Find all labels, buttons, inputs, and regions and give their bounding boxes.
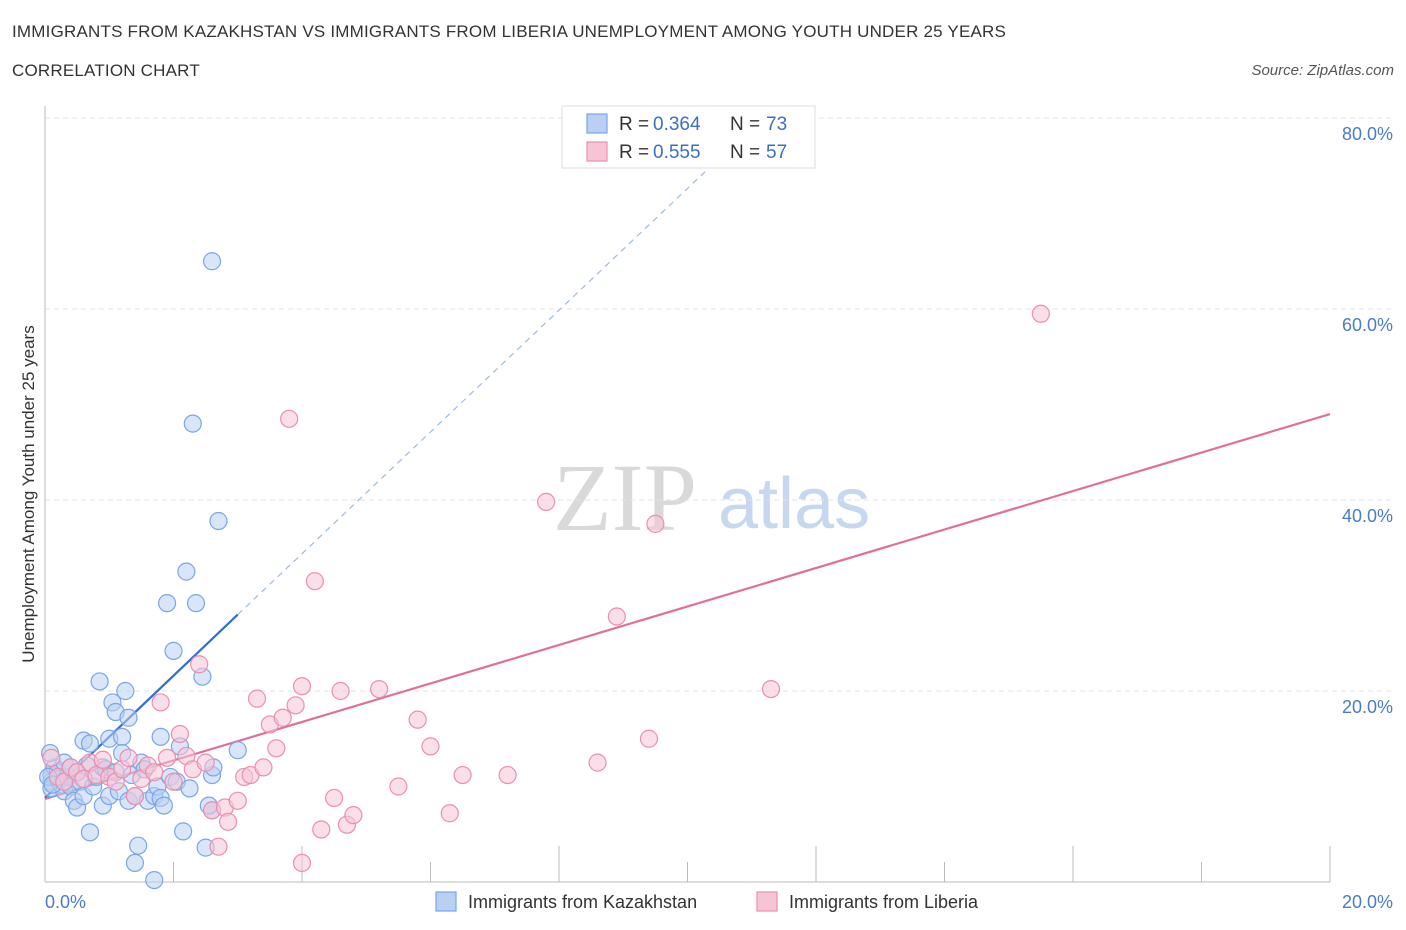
point-liberia (119, 748, 138, 767)
point-liberia (440, 804, 459, 823)
point-liberia (170, 724, 190, 744)
point-kazakhstan (186, 594, 206, 613)
point-liberia (247, 689, 267, 708)
point-liberia (325, 788, 344, 808)
point-liberia (286, 696, 305, 715)
point-liberia (421, 737, 440, 756)
point-liberia (196, 753, 215, 772)
legend-r-value-liberia: 0.555 (653, 142, 701, 163)
point-liberia (292, 677, 312, 696)
chart-title: IMMIGRANTS FROM KAZAKHSTAN VS IMMIGRANTS… (12, 22, 1007, 41)
tick-labels: 20.0% 40.0% 60.0% 80.0% 0.0% 20.0% (45, 124, 1393, 912)
y-tick-label: 60.0% (1342, 315, 1393, 335)
point-liberia (164, 772, 183, 791)
point-liberia (292, 853, 312, 873)
point-liberia (151, 693, 170, 712)
y-tick-label: 80.0% (1342, 124, 1393, 144)
series-legend-swatch-liberia (756, 891, 778, 912)
point-kazakhstan (174, 822, 193, 841)
point-liberia (453, 765, 472, 785)
series-legend-swatch-kazakhstan (435, 891, 457, 912)
point-liberia (157, 748, 177, 767)
point-kazakhstan (209, 511, 228, 531)
point-kazakhstan (125, 853, 145, 873)
point-liberia (125, 786, 145, 806)
legend-n-label-kazakhstan: N = (730, 114, 760, 135)
legend-n-value-liberia: 57 (766, 142, 787, 163)
legend-n-value-kazakhstan: 73 (766, 114, 787, 135)
y-axis-label: Unemployment Among Youth under 25 years (19, 325, 38, 662)
watermark-zip: ZIP (553, 444, 697, 551)
x-tick-label: 0.0% (45, 892, 86, 912)
point-liberia (228, 791, 247, 810)
series-legend: Immigrants from Kazakhstan Immigrants fr… (435, 891, 979, 912)
point-liberia (267, 739, 286, 758)
point-liberia (537, 492, 556, 512)
point-liberia (219, 812, 238, 831)
legend-swatch-liberia (586, 141, 608, 162)
point-kazakhstan (80, 734, 100, 753)
point-kazakhstan (180, 779, 199, 798)
point-liberia (761, 679, 781, 699)
legend-n-label-liberia: N = (730, 142, 760, 163)
point-liberia (312, 820, 331, 839)
point-liberia (254, 758, 273, 777)
point-kazakhstan (90, 672, 109, 691)
point-liberia (607, 607, 626, 626)
point-kazakhstan (119, 708, 138, 727)
y-tick-label: 20.0% (1342, 697, 1393, 717)
point-liberia (389, 777, 408, 796)
point-liberia (280, 409, 299, 428)
point-kazakhstan (80, 823, 100, 842)
point-liberia (331, 681, 350, 701)
legend-r-label-kazakhstan: R = (619, 114, 649, 135)
point-liberia (273, 708, 292, 727)
point-liberia (1031, 304, 1050, 323)
stats-legend: R = 0.364 N = 73 R = 0.555 N = 57 (561, 105, 816, 169)
watermark-atlas: atlas (718, 464, 870, 544)
point-kazakhstan (154, 796, 173, 815)
series-legend-label-kazakhstan: Immigrants from Kazakhstan (468, 892, 697, 912)
point-kazakhstan (228, 741, 247, 760)
chart-subtitle: CORRELATION CHART (12, 61, 200, 80)
point-liberia (145, 763, 164, 782)
y-tick-label: 40.0% (1342, 506, 1393, 526)
point-liberia (408, 710, 427, 729)
chart-source: Source: ZipAtlas.com (1251, 62, 1394, 79)
point-liberia (639, 729, 659, 748)
point-kazakhstan (145, 870, 164, 890)
point-liberia (646, 514, 665, 533)
point-liberia (42, 748, 61, 767)
legend-r-value-kazakhstan: 0.364 (653, 114, 701, 135)
point-liberia (588, 753, 607, 772)
point-kazakhstan (183, 414, 202, 433)
data-points (39, 252, 1050, 890)
point-kazakhstan (151, 727, 170, 746)
trend-line-liberia (44, 412, 1331, 800)
point-liberia (305, 572, 324, 591)
point-kazakhstan (157, 594, 177, 613)
legend-r-label-liberia: R = (619, 142, 649, 163)
x-tick-label: 20.0% (1342, 892, 1393, 912)
point-kazakhstan (177, 562, 196, 581)
point-liberia (190, 655, 209, 674)
point-liberia (209, 837, 228, 856)
series-legend-label-liberia: Immigrants from Liberia (789, 892, 979, 912)
point-kazakhstan (129, 836, 148, 855)
point-kazakhstan (164, 641, 183, 660)
point-liberia (344, 806, 363, 825)
point-kazakhstan (116, 681, 135, 701)
point-liberia (370, 679, 389, 699)
point-liberia (93, 750, 112, 769)
point-kazakhstan (112, 727, 132, 746)
point-kazakhstan (202, 252, 222, 271)
trend-line-kazakhstan-extension (237, 127, 753, 616)
point-liberia (498, 765, 517, 785)
legend-swatch-kazakhstan (586, 113, 608, 134)
